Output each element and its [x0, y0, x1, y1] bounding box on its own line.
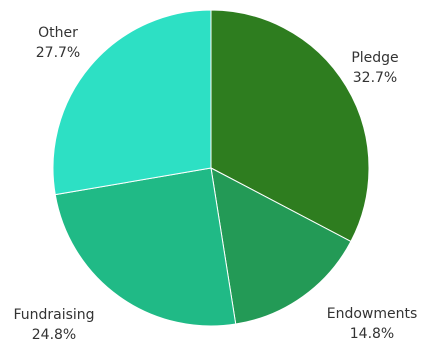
pie-slice-other — [52, 9, 212, 196]
pie-slice-fundraising — [54, 167, 237, 327]
slice-label-fundraising: Fundraising — [13, 307, 94, 323]
slice-value-other: 27.7% — [36, 45, 80, 61]
slice-value-endowments: 14.8% — [350, 326, 394, 342]
slice-value-pledge: 32.7% — [353, 70, 397, 86]
pie-slice-pledge — [210, 9, 370, 243]
slice-label-endowments: Endowments — [327, 306, 418, 322]
pie-slice-endowments — [210, 167, 352, 325]
slice-label-pledge: Pledge — [351, 50, 398, 66]
slice-value-fundraising: 24.8% — [32, 327, 76, 342]
slice-label-other: Other — [38, 25, 78, 41]
